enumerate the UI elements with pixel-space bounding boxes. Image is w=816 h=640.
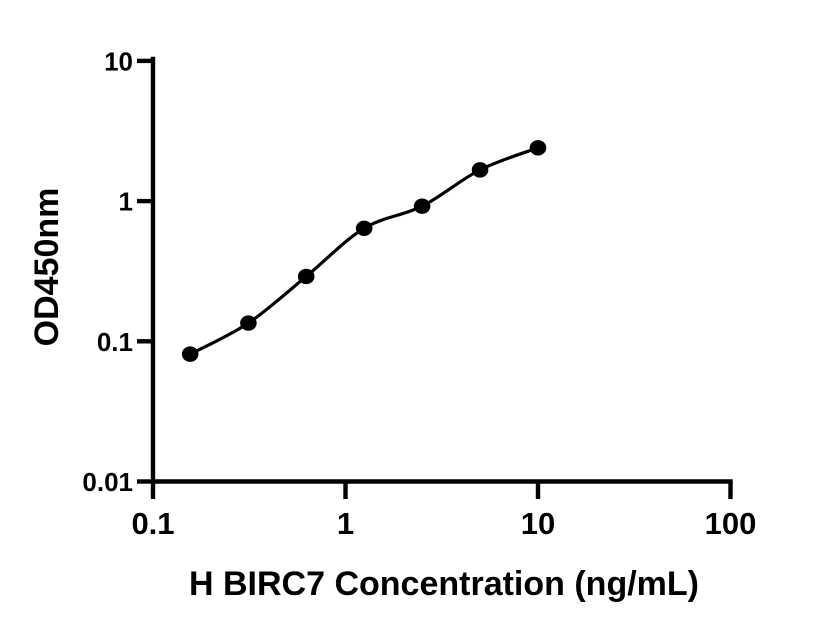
x-tick-label: 10 bbox=[521, 506, 555, 541]
x-tick-label: 100 bbox=[705, 506, 757, 541]
data-point bbox=[355, 220, 373, 236]
y-tick-label: 0.1 bbox=[97, 327, 133, 357]
data-point bbox=[529, 140, 547, 156]
data-point bbox=[181, 346, 199, 362]
x-tick-label: 1 bbox=[337, 506, 354, 541]
y-axis-title: OD450nm bbox=[28, 188, 66, 347]
tick-labels: 0.01 0.1 1 10 0.1 1 10 100 bbox=[82, 46, 756, 541]
y-tick-label: 0.01 bbox=[82, 467, 133, 497]
x-tick-label: 0.1 bbox=[131, 506, 174, 541]
axes bbox=[150, 56, 733, 484]
y-tick-label: 10 bbox=[104, 46, 133, 76]
axis-ticks bbox=[137, 58, 733, 499]
y-tick-label: 1 bbox=[119, 187, 133, 217]
data-point bbox=[297, 268, 315, 285]
data-point bbox=[413, 198, 431, 214]
x-axis-title: H BIRC7 Concentration (ng/mL) bbox=[189, 565, 699, 603]
data-series bbox=[181, 140, 547, 362]
data-point bbox=[240, 315, 257, 331]
data-point bbox=[471, 162, 489, 178]
